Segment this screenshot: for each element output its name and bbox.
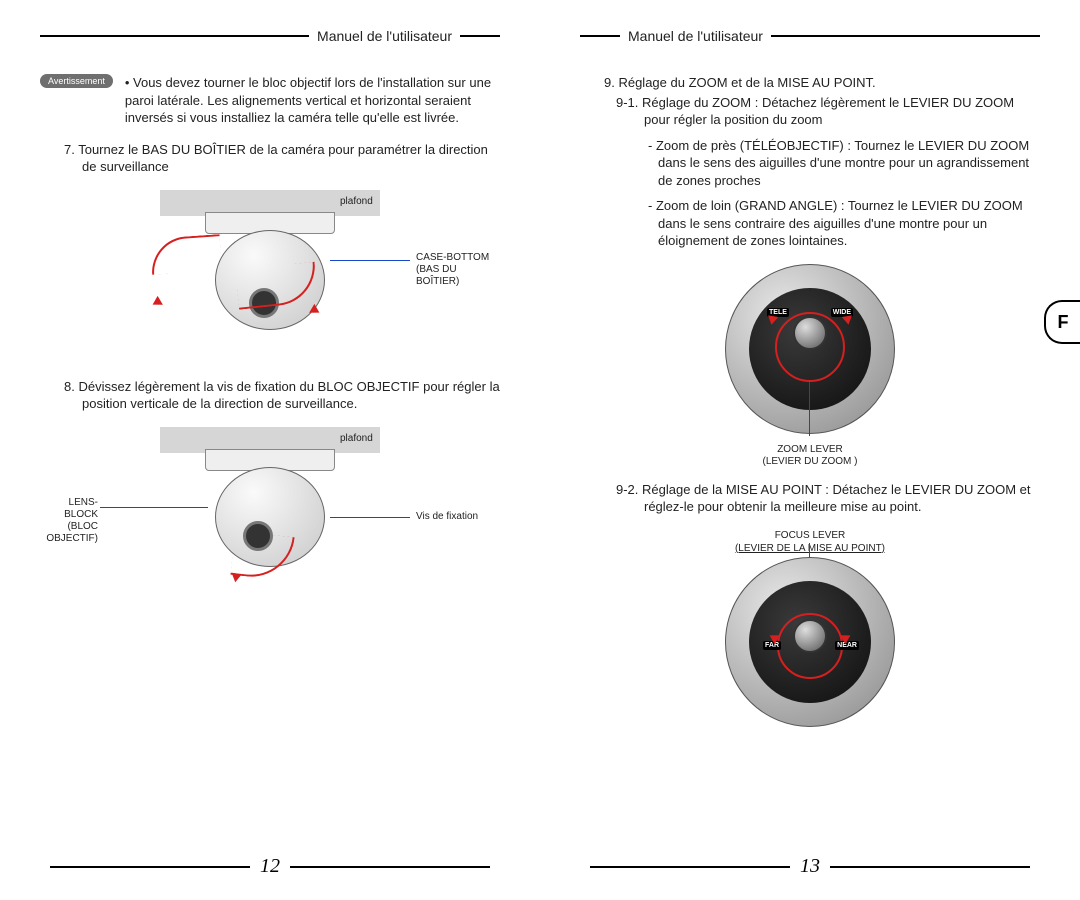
page-footer-left: 12 bbox=[0, 855, 540, 878]
step-9-1: 9-1. Réglage du ZOOM : Détachez légèreme… bbox=[580, 94, 1040, 129]
label-case-bottom: CASE-BOTTOM (BAS DU BOÎTIER) bbox=[416, 252, 500, 288]
page-right: Manuel de l'utilisateur 9. Réglage du ZO… bbox=[540, 0, 1080, 900]
language-tab[interactable]: F bbox=[1044, 300, 1080, 344]
label-plafond: plafond bbox=[340, 196, 373, 208]
page-number: 12 bbox=[260, 855, 280, 878]
step-9-2: 9-2. Réglage de la MISE AU POINT : Détac… bbox=[580, 481, 1040, 516]
figure-focus-lever: FAR NEAR bbox=[725, 557, 895, 727]
rotation-arrow bbox=[150, 234, 222, 275]
footer-rule bbox=[590, 866, 790, 868]
arrowhead-icon bbox=[153, 296, 166, 309]
page-left: Manuel de l'utilisateur Avertissement • … bbox=[0, 0, 540, 900]
label-vis: Vis de fixation bbox=[416, 511, 478, 523]
camera-lens bbox=[793, 619, 827, 653]
lead-line bbox=[330, 260, 410, 261]
label-far: FAR bbox=[763, 641, 781, 650]
header-rule bbox=[771, 35, 1040, 37]
footer-rule bbox=[50, 866, 250, 868]
step-8: 8. Dévissez légèrement la vis de fixatio… bbox=[40, 378, 500, 413]
footer-rule bbox=[830, 866, 1030, 868]
page-header-left: Manuel de l'utilisateur bbox=[40, 28, 500, 44]
footer-rule bbox=[290, 866, 490, 868]
page-number: 13 bbox=[800, 855, 820, 878]
lead-line bbox=[809, 382, 810, 436]
header-title: Manuel de l'utilisateur bbox=[628, 28, 763, 44]
page-header-right: Manuel de l'utilisateur bbox=[580, 28, 1040, 44]
bullet-tele: - Zoom de près (TÉLÉOBJECTIF) : Tournez … bbox=[580, 137, 1040, 190]
label-near: NEAR bbox=[835, 641, 859, 650]
header-rule bbox=[580, 35, 620, 37]
header-title: Manuel de l'utilisateur bbox=[317, 28, 452, 44]
figure-case-bottom: plafond CASE-BOTTOM (BAS DU BOÎTIER) bbox=[40, 190, 500, 360]
caption-zoom: ZOOM LEVER (LEVIER DU ZOOM ) bbox=[580, 444, 1040, 469]
bullet-wide: - Zoom de loin (GRAND ANGLE) : Tournez l… bbox=[580, 197, 1040, 250]
label-lens-block: LENS-BLOCK (BLOC OBJECTIF) bbox=[36, 497, 98, 545]
lead-line bbox=[100, 507, 208, 508]
warning-pill: Avertissement bbox=[40, 74, 113, 88]
warning-text: • Vous devez tourner le bloc objectif lo… bbox=[119, 74, 500, 127]
step-7: 7. Tournez le BAS DU BOÎTIER de la camér… bbox=[40, 141, 500, 176]
step-9: 9. Réglage du ZOOM et de la MISE AU POIN… bbox=[580, 74, 1040, 92]
label-plafond: plafond bbox=[340, 433, 373, 445]
warning-block: Avertissement • Vous devez tourner le bl… bbox=[40, 74, 500, 127]
figure-zoom-lever: TELE WIDE bbox=[725, 264, 895, 434]
figure-lens-block: plafond LENS-BLOCK (BLOC OBJECTIF) Vis d… bbox=[40, 427, 500, 587]
lead-line bbox=[330, 517, 410, 518]
page-footer-right: 13 bbox=[540, 855, 1080, 878]
header-rule bbox=[460, 35, 500, 37]
caption-focus: FOCUS LEVER (LEVIER DE LA MISE AU POINT) bbox=[580, 530, 1040, 555]
manual-spread: Manuel de l'utilisateur Avertissement • … bbox=[0, 0, 1080, 900]
camera-lens bbox=[793, 316, 827, 350]
header-rule bbox=[40, 35, 309, 37]
